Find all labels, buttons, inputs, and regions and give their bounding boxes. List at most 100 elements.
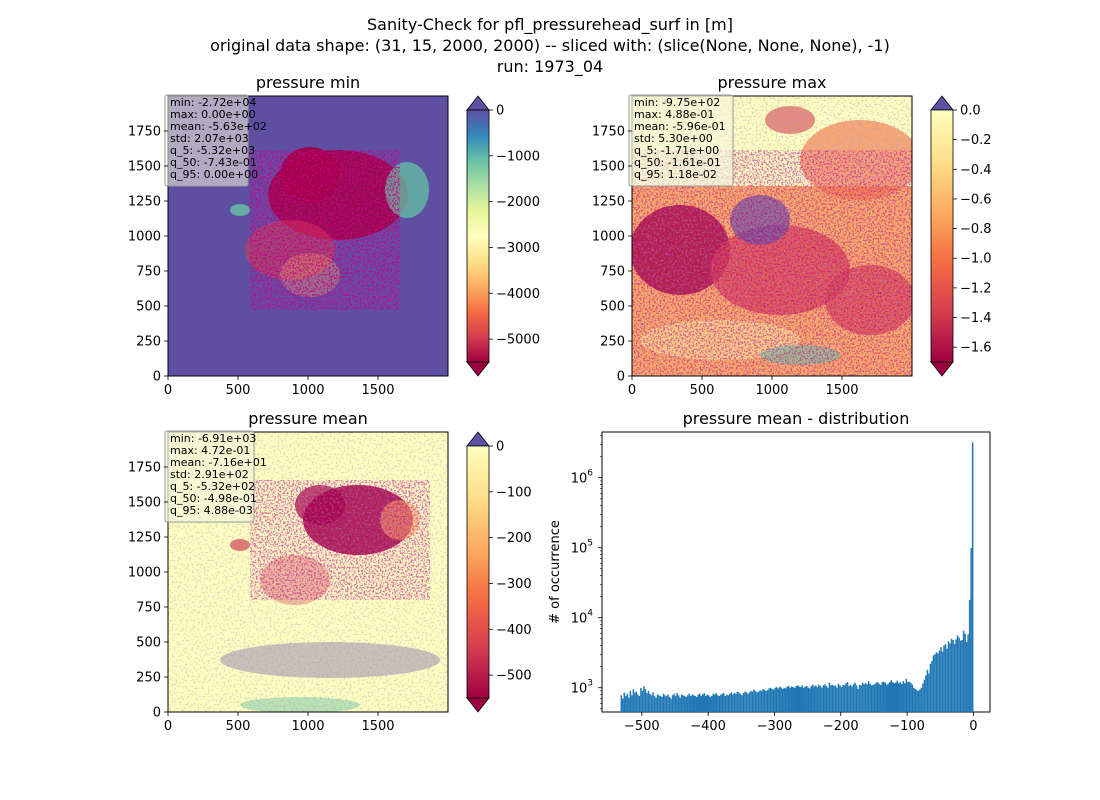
colorbar-tick-label: 0 — [496, 440, 504, 455]
histogram-bar — [706, 694, 709, 712]
histogram-bar — [917, 690, 920, 712]
histogram-bar — [953, 644, 956, 712]
y-tick-label: 750 — [600, 265, 625, 280]
y-tick-label: 1000 — [128, 230, 161, 245]
histogram-bar — [830, 685, 832, 712]
panel-title-pressure-min: pressure min — [256, 73, 360, 92]
stats-line: std: 5.30e+00 — [634, 132, 713, 145]
colorbar-tick-label: 0.0 — [960, 104, 981, 119]
histogram-bar — [904, 683, 906, 712]
histogram-bar — [967, 634, 969, 712]
histogram-bar — [650, 695, 653, 712]
histogram-bar — [923, 679, 926, 712]
x-tick-label: 0 — [969, 719, 977, 734]
histogram-bar — [864, 683, 867, 712]
histogram-bar — [822, 685, 825, 712]
histogram-bar — [898, 683, 900, 712]
histogram-bar — [807, 687, 810, 712]
histogram-bar — [914, 688, 917, 712]
histogram-bar — [792, 687, 794, 712]
histogram-bar — [899, 682, 902, 712]
histogram-bar — [724, 696, 727, 712]
y-tick-label: 1750 — [128, 125, 161, 140]
histogram-bar — [843, 685, 846, 712]
stats-line: max: 4.72e-01 — [170, 444, 250, 457]
stats-line: min: -6.91e+03 — [170, 432, 256, 445]
histogram-bar — [700, 696, 702, 712]
histogram-bar — [772, 689, 775, 712]
histogram-bar — [744, 691, 746, 712]
histogram-bar — [742, 693, 745, 712]
colorbar-tick-label: 0 — [496, 104, 504, 119]
histogram-bar — [958, 637, 960, 712]
histogram-bar — [885, 684, 888, 712]
y-tick-label: 105 — [571, 539, 593, 557]
histogram-bar — [694, 696, 696, 712]
y-tick-label: 250 — [136, 671, 161, 686]
stats-box-pressure-min: min: -2.72e+04 max: 0.00e+00 mean: -5.63… — [164, 94, 267, 187]
histogram-bar — [723, 693, 725, 712]
x-tick-label: −500 — [624, 719, 660, 734]
colorbar-pressure-mean — [466, 431, 490, 713]
x-tick-label: 1500 — [361, 383, 394, 398]
y-tick-label: 103 — [571, 679, 593, 697]
histogram-bar — [815, 685, 817, 712]
histogram-bar — [920, 687, 923, 712]
histogram-bar — [628, 697, 630, 712]
histogram-bar — [848, 685, 850, 712]
histogram-bar — [711, 696, 713, 712]
histogram-bar — [825, 685, 828, 712]
histogram-bar — [922, 683, 924, 712]
histogram-bar — [964, 633, 966, 712]
histogram-bar — [682, 695, 684, 712]
histogram-bar — [656, 694, 659, 712]
histogram-bar — [845, 683, 847, 712]
histogram-bar — [943, 645, 945, 712]
stats-line: mean: -5.96e-01 — [634, 120, 726, 133]
histogram-bar — [926, 669, 929, 712]
histogram-bar — [928, 673, 930, 712]
stats-line: q_50: -4.98e-01 — [170, 492, 257, 505]
histogram-bar — [890, 680, 892, 712]
y-tick-label: 1250 — [592, 195, 625, 210]
x-tick-label: 500 — [226, 719, 251, 734]
stats-box-pressure-max: min: -9.75e+02 max: 4.88e-01 mean: -5.96… — [628, 94, 734, 187]
histogram-bar — [697, 694, 699, 712]
histogram-bar — [787, 685, 790, 712]
colorbar-tick-label: −300 — [496, 577, 532, 592]
colorbar-tick-label: −0.4 — [960, 163, 992, 178]
histogram-bar — [784, 688, 787, 712]
histogram-bar — [950, 638, 953, 712]
histogram-bar — [703, 693, 706, 712]
histogram-bar — [893, 683, 896, 712]
histogram-bar — [854, 682, 856, 712]
histogram-bar — [818, 684, 820, 712]
histogram-bar — [834, 685, 837, 712]
colorbar-tick-label: −5000 — [496, 333, 540, 348]
y-tick-label: 1250 — [128, 195, 161, 210]
histogram-bar — [931, 661, 933, 712]
colorbar-tick-label: −1.4 — [960, 311, 992, 326]
histogram-bar — [668, 696, 671, 712]
histogram-bar — [718, 696, 721, 712]
histogram-bar — [653, 696, 656, 712]
histogram-bar — [783, 687, 785, 712]
stats-box-pressure-mean: min: -6.91e+03 max: 4.72e-01 mean: -7.16… — [164, 430, 267, 523]
histogram-bar — [803, 687, 805, 712]
histogram-bar — [873, 684, 876, 712]
histogram-bar — [804, 686, 807, 712]
colorbar-tick-label: −1.0 — [960, 252, 992, 267]
histogram-bar — [831, 684, 834, 712]
histogram-bar — [757, 691, 760, 712]
histogram-bar — [677, 695, 680, 712]
histogram-bar — [895, 682, 897, 712]
histogram-bar — [884, 682, 886, 712]
histogram-bar — [644, 688, 647, 712]
y-tick-label: 1500 — [592, 160, 625, 175]
histogram-bar — [925, 675, 927, 712]
histogram-bar — [729, 693, 731, 712]
histogram-bar — [798, 686, 801, 712]
axis-ticks: 0 500 1000 1500 0 250 500 750 1000 1250 1500 1750 0 −… — [128, 104, 992, 735]
histogram-bar — [824, 684, 826, 712]
